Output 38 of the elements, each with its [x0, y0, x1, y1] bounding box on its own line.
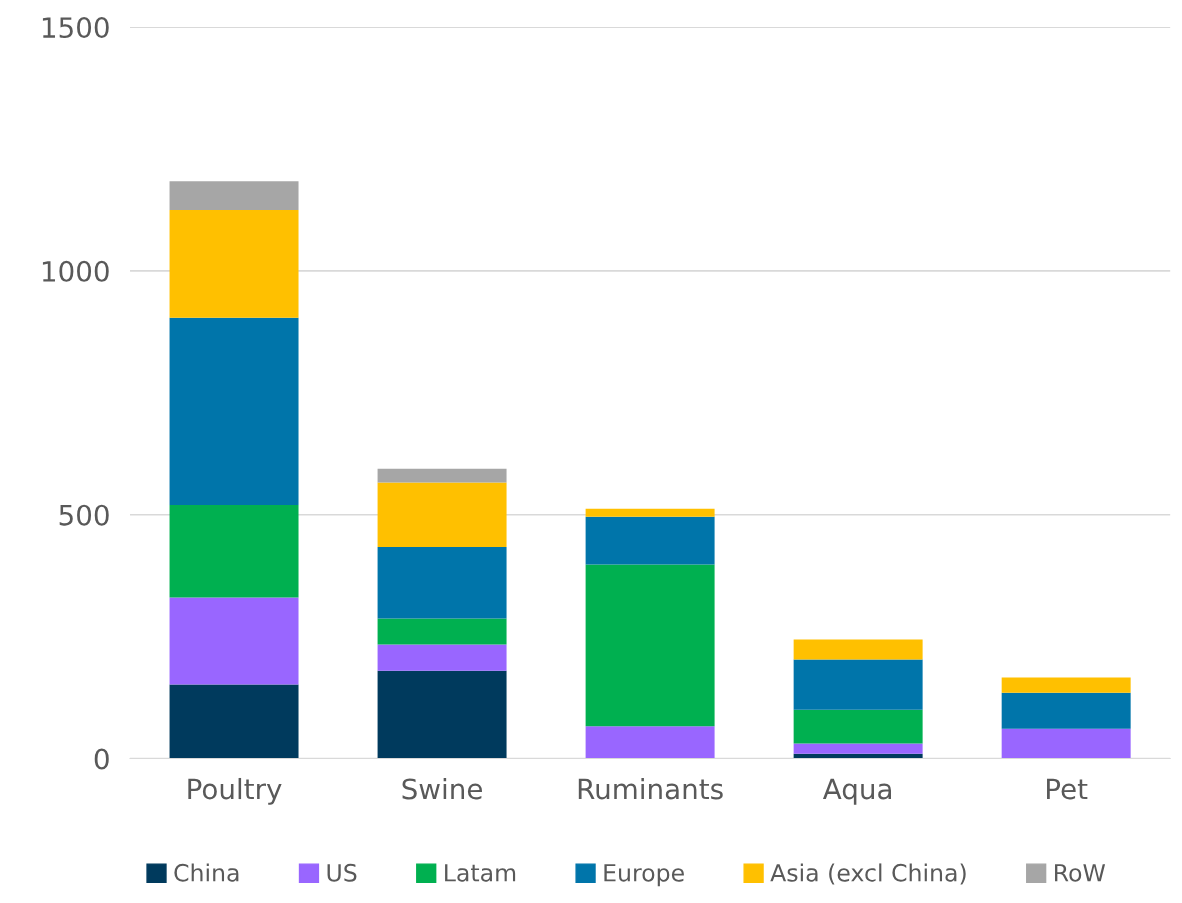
bar: [169, 317, 299, 505]
bar: [377, 618, 507, 645]
legend-label: US: [327, 863, 357, 882]
y-tick-label: 1500: [42, 17, 109, 39]
legend-label: Europe: [604, 864, 684, 887]
bar: [1001, 677, 1131, 693]
legend-label: Latam: [445, 864, 516, 882]
bar: [169, 209, 299, 318]
bar: [793, 709, 923, 744]
bar: [169, 504, 299, 598]
bar: [377, 482, 507, 547]
legend-label: Asia (excl China): [770, 863, 966, 885]
bar: [585, 516, 715, 565]
x-tick-label: Pet: [1047, 778, 1088, 800]
y-tick-label: 500: [59, 504, 109, 526]
bar: [793, 659, 923, 710]
bar: [1001, 728, 1131, 759]
bar: [377, 546, 507, 619]
bar: [793, 743, 923, 754]
bar: [377, 670, 507, 759]
bar: [377, 468, 507, 483]
x-tick-label: Poultry: [188, 777, 282, 805]
x-tick-label: Aqua: [822, 778, 891, 805]
x-tick-label: Ruminants: [578, 777, 723, 800]
bar: [1001, 692, 1131, 729]
bar: [169, 597, 299, 685]
legend-label: China: [174, 863, 239, 882]
legend-label: RoW: [1055, 864, 1106, 882]
y-tick-label: 0: [94, 748, 109, 770]
bar: [585, 726, 715, 759]
bar: [169, 684, 299, 759]
bar: [585, 564, 715, 727]
x-tick-label: Swine: [402, 777, 482, 800]
bar: [585, 508, 715, 517]
bar: [169, 181, 299, 210]
bar: [793, 639, 923, 660]
y-tick-label: 1000: [42, 260, 109, 282]
bar: [377, 644, 507, 671]
